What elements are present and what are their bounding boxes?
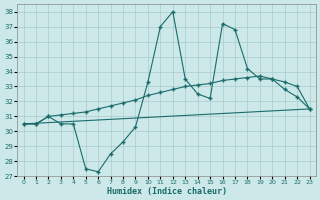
X-axis label: Humidex (Indice chaleur): Humidex (Indice chaleur) xyxy=(107,187,227,196)
